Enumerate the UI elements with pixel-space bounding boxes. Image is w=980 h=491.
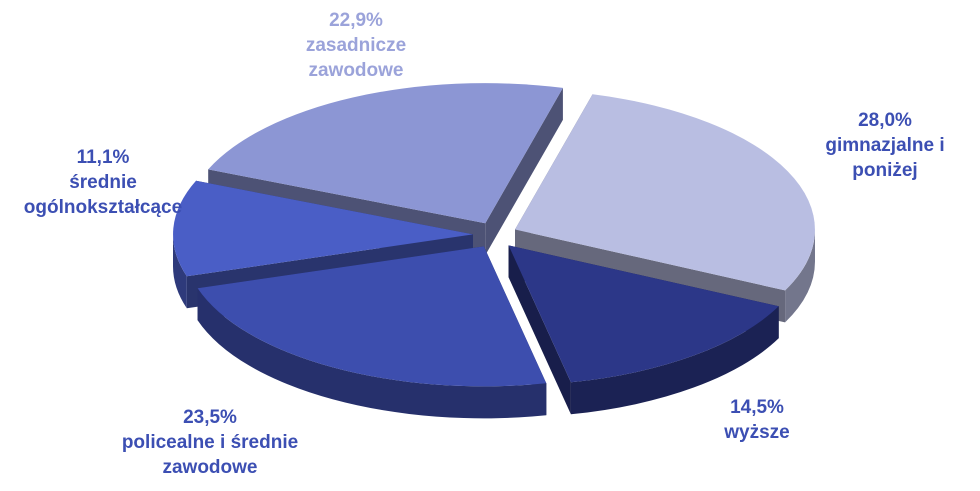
value-label: 11,1% <box>76 147 130 168</box>
category-label: wyższe <box>724 422 790 443</box>
slice-radial-side <box>508 245 571 415</box>
value-label: 28,0% <box>858 110 912 131</box>
category-label: gimnazjalne i poniżej <box>825 135 945 181</box>
slice-outer-side <box>173 234 187 309</box>
value-label: 14,5% <box>730 397 784 418</box>
label-1: 14,5% wyższe <box>692 395 822 445</box>
category-label: średnie ogólnokształcące <box>23 172 183 218</box>
slice <box>515 94 815 291</box>
slice-outer-side <box>570 306 779 415</box>
category-label: policealne i średnie zawodowe <box>121 432 299 478</box>
label-4: 22,9% zasadnicze zawodowe <box>291 8 421 83</box>
slice-outer-side <box>197 288 547 419</box>
slice <box>208 83 563 224</box>
value-label: 23,5% <box>183 407 237 428</box>
label-3: 11,1% średnie ogólnokształcące <box>3 145 203 220</box>
slice <box>173 180 473 277</box>
value-label: 22,9% <box>329 10 383 31</box>
slice <box>508 245 779 383</box>
label-2: 23,5% policealne i średnie zawodowe <box>90 405 330 480</box>
label-0: 28,0% gimnazjalne i poniżej <box>820 108 950 183</box>
category-label: zasadnicze zawodowe <box>305 35 407 81</box>
slice <box>197 246 547 387</box>
slice-radial-side <box>485 87 563 256</box>
slice-outer-side <box>785 229 815 323</box>
